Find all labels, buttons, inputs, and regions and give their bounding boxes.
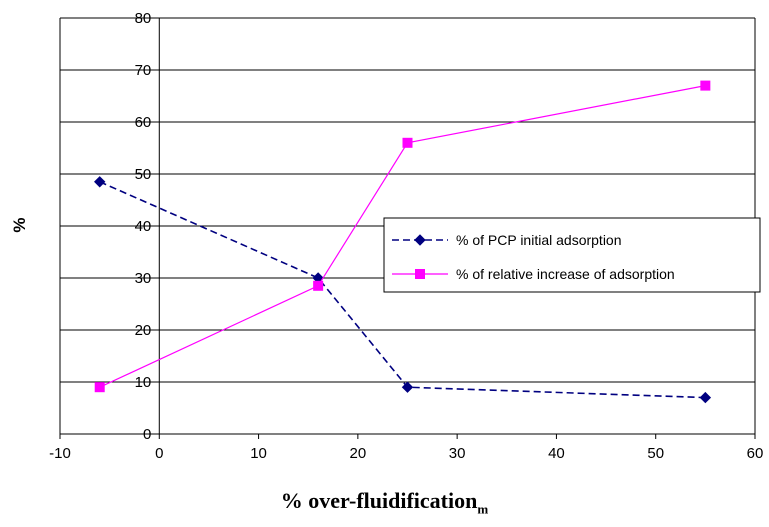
x-axis-label: % over-fluidificationm	[0, 488, 769, 517]
point-2-3	[402, 137, 413, 148]
legend-label-2: % of relative increase of adsorption	[456, 266, 675, 282]
x-axis-label-text: % over-fluidification	[280, 488, 478, 513]
x-tick-label-0: 0	[155, 445, 163, 462]
x-axis-label-subscript: m	[477, 501, 489, 517]
x-tick-label-10: 10	[250, 445, 267, 462]
x-tick-label-40: 40	[548, 445, 565, 462]
y-tick-label-80: 80	[135, 10, 152, 27]
point-1-3	[401, 381, 414, 393]
legend-box	[383, 217, 761, 293]
series-layer	[94, 80, 712, 404]
x-tick-label-50: 50	[647, 445, 664, 462]
y-tick-label-70: 70	[135, 62, 152, 79]
legend: % of PCP initial adsorption % of relative…	[383, 217, 761, 293]
y-tick-label-0: 0	[143, 426, 151, 443]
x-tick-label-30: 30	[449, 445, 466, 462]
legend-label-1: % of PCP initial adsorption	[456, 232, 622, 248]
series-line-1	[99, 181, 706, 399]
y-tick-label-60: 60	[135, 114, 152, 131]
x-tick-label-60: 60	[747, 445, 764, 462]
y-tick-label-10: 10	[135, 374, 152, 391]
x-tick-labels: -10 0 10 20 30 40 50 60	[49, 445, 763, 462]
point-2-4	[700, 80, 711, 91]
point-1-4	[699, 391, 712, 404]
y-axis-label: %	[10, 217, 29, 232]
y-tick-label-30: 30	[135, 270, 152, 287]
series-line-2	[99, 85, 706, 388]
series-1	[94, 176, 712, 404]
point-2-1	[94, 382, 105, 393]
x-tick-label--10: -10	[49, 445, 71, 462]
series-2	[94, 80, 711, 393]
x-tick-label-20: 20	[350, 445, 367, 462]
y-tick-label-50: 50	[135, 166, 152, 183]
axes	[59, 17, 756, 439]
point-2-2	[313, 280, 324, 291]
y-tick-labels: 0 10 20 30 40 50 60 70 80	[135, 10, 152, 443]
y-tick-label-40: 40	[135, 218, 152, 235]
point-legend-2	[415, 269, 425, 279]
point-legend-1	[414, 234, 426, 246]
y-tick-label-20: 20	[135, 322, 152, 339]
point-1-1	[94, 176, 106, 188]
gridlines	[60, 17, 755, 383]
